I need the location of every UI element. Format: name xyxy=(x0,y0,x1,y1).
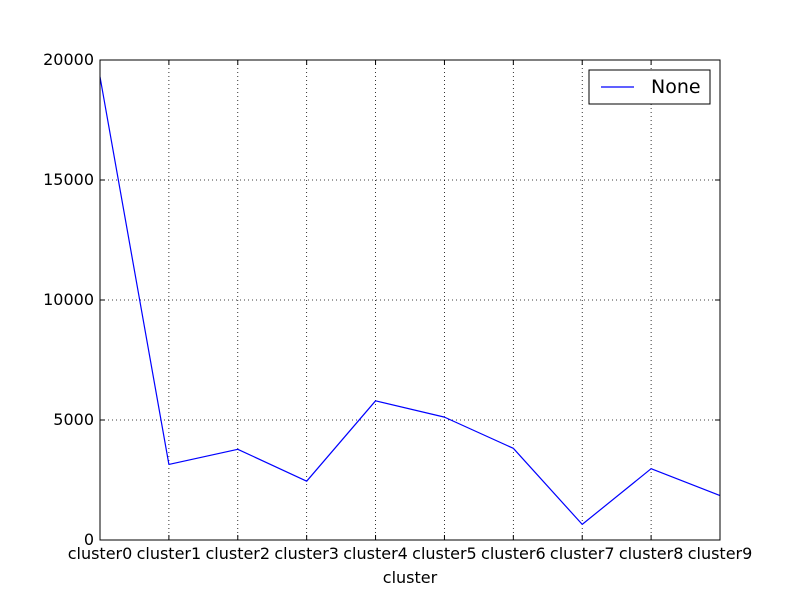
x-tick-label: cluster3 xyxy=(274,544,339,563)
legend-label: None xyxy=(651,76,701,98)
y-tick-label: 0 xyxy=(84,530,94,549)
x-tick-label: cluster8 xyxy=(619,544,684,563)
x-tick-label: cluster7 xyxy=(550,544,615,563)
x-tick-label: cluster5 xyxy=(412,544,477,563)
y-tick-labels: 0 5000 10000 15000 20000 xyxy=(43,50,94,549)
y-tick-label: 10000 xyxy=(43,290,94,309)
x-tick-label: cluster9 xyxy=(688,544,753,563)
x-tick-label: cluster0 xyxy=(68,544,133,563)
x-tick-labels: cluster0 cluster1 cluster2 cluster3 cluster4… xyxy=(68,544,753,563)
grid-lines xyxy=(100,60,720,540)
y-tick-label: 5000 xyxy=(53,410,94,429)
x-axis-title: cluster xyxy=(383,568,438,587)
y-tick-label: 20000 xyxy=(43,50,94,69)
x-tick-label: cluster6 xyxy=(481,544,546,563)
y-tick-label: 15000 xyxy=(43,170,94,189)
legend: None xyxy=(588,69,711,105)
series-line xyxy=(99,76,721,526)
x-tick-label: cluster4 xyxy=(343,544,408,563)
x-tick-label: cluster1 xyxy=(137,544,202,563)
plot-frame xyxy=(99,59,721,541)
x-tick-label: cluster2 xyxy=(205,544,270,563)
